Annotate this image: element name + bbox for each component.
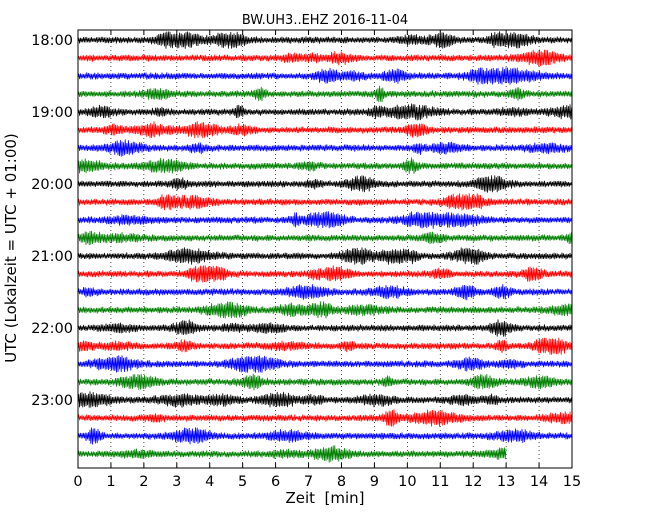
seismic-trace-18: [77, 337, 572, 355]
x-tick-label: 2: [139, 474, 148, 490]
x-tick-label: 5: [238, 474, 247, 490]
x-tick-label: 11: [431, 474, 449, 490]
x-tick-label: 8: [337, 474, 346, 490]
x-tick-label: 1: [106, 474, 115, 490]
seismic-trace-21: [77, 391, 572, 408]
seismic-trace-14: [77, 265, 572, 283]
y-tick-label: 20:00: [31, 177, 73, 193]
y-axis-ticks: 18:00 19:00 20:00 21:00 22:00 23:00: [31, 33, 572, 409]
y-tick-label: 23:00: [31, 393, 73, 409]
seismic-trace-7: [77, 139, 572, 157]
seismic-trace-23: [77, 427, 572, 445]
seismic-trace-22: [77, 409, 572, 427]
x-tick-label: 13: [497, 474, 515, 490]
seismic-trace-15: [77, 284, 572, 301]
chart-title: BW.UH3..EHZ 2016-11-04: [242, 13, 408, 28]
seismic-trace-3: [77, 67, 572, 85]
seismic-trace-2: [77, 49, 572, 67]
x-tick-label: 12: [464, 474, 482, 490]
y-tick-label: 19:00: [31, 105, 73, 121]
seismic-trace-12: [77, 230, 572, 246]
seismic-trace-5: [77, 103, 572, 121]
x-tick-label: 6: [271, 474, 280, 490]
y-tick-label: 21:00: [31, 249, 73, 265]
seismic-trace-6: [77, 121, 572, 139]
plot-frame: [77, 29, 573, 469]
seismic-trace-19: [77, 355, 572, 373]
x-tick-label: 4: [205, 474, 214, 490]
seismic-trace-9: [77, 175, 572, 193]
seismic-trace-20: [77, 373, 572, 391]
y-tick-label: 22:00: [31, 321, 73, 337]
x-axis-label: Zeit [min]: [285, 489, 364, 507]
x-tick-label: 14: [530, 474, 548, 490]
seismic-trace-8: [77, 157, 572, 174]
seismic-trace-11: [77, 211, 572, 229]
x-tick-label: 9: [370, 474, 379, 490]
x-tick-label: 7: [304, 474, 313, 490]
x-tick-label: 3: [172, 474, 181, 490]
x-tick-label: 0: [73, 474, 82, 490]
y-tick-label: 18:00: [31, 33, 73, 49]
x-tick-label: 15: [563, 474, 581, 490]
seismic-trace-1: [77, 31, 572, 49]
seismic-trace-13: [77, 247, 572, 265]
seismic-trace-16: [77, 301, 572, 319]
seismic-trace-4: [77, 85, 572, 103]
y-axis-label: UTC (Lokalzeit = UTC + 01:00): [2, 133, 20, 363]
seismic-trace-17: [77, 319, 572, 337]
x-tick-label: 10: [398, 474, 416, 490]
x-axis-ticks: 0 1 2 3 4 5 6 7 8 9 10 11 12 13 14 15: [73, 30, 581, 490]
seismic-trace-24: [77, 445, 507, 463]
seismic-trace-10: [77, 193, 572, 211]
seismic-traces: [77, 31, 572, 463]
